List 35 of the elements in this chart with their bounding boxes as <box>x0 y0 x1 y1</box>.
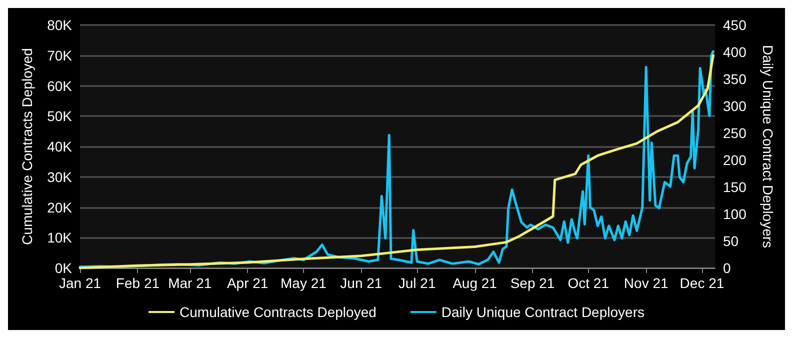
x-tick-label: Oct 21 <box>568 275 610 291</box>
y2-tick-label: 200 <box>723 152 747 168</box>
x-tick-label: Jun 21 <box>340 275 382 291</box>
y-axis-title: Cumulative Contracts Deployed <box>19 48 35 245</box>
x-tick-label: Nov 21 <box>624 275 668 291</box>
y2-tick-label: 400 <box>723 44 747 60</box>
x-tick-label: May 21 <box>280 275 327 291</box>
y-tick-label: 10K <box>47 230 73 246</box>
y2-tick-label: 450 <box>723 17 747 33</box>
y-tick-label: 20K <box>47 199 73 216</box>
y2-axis-title: Daily Unique Contract Deployers <box>760 44 776 248</box>
y2-tick-label: 0 <box>723 260 731 276</box>
legend-label: Cumulative Contracts Deployed <box>180 304 376 320</box>
y2-tick-label: 300 <box>723 98 747 114</box>
x-tick-label: Aug 21 <box>452 275 498 291</box>
x-tick-label: Sep 21 <box>510 275 555 291</box>
x-tick-label: Jan 21 <box>58 275 102 291</box>
x-tick-label: Mar 21 <box>168 275 212 291</box>
y-tick-label: 30K <box>47 168 73 185</box>
y2-tick-label: 50 <box>723 233 739 249</box>
legend-label: Daily Unique Contract Deployers <box>441 304 644 320</box>
x-tick-label: Jul 21 <box>398 275 436 291</box>
y2-tick-label: 100 <box>723 206 747 222</box>
y2-tick-label: 150 <box>723 179 747 195</box>
y-tick-label: 50K <box>47 108 73 124</box>
y2-tick-label: 350 <box>723 71 747 87</box>
y-tick-label: 80K <box>47 17 73 33</box>
x-tick-label: Dec 21 <box>680 275 724 291</box>
x-tick-label: Feb 21 <box>116 275 160 291</box>
y-tick-label: 40K <box>47 138 73 154</box>
x-tick-label: Apr 21 <box>226 275 268 291</box>
y-tick-label: 0K <box>54 260 73 276</box>
y-tick-label: 60K <box>47 78 73 94</box>
y2-tick-label: 250 <box>723 125 747 141</box>
y-tick-label: 70K <box>47 47 73 64</box>
